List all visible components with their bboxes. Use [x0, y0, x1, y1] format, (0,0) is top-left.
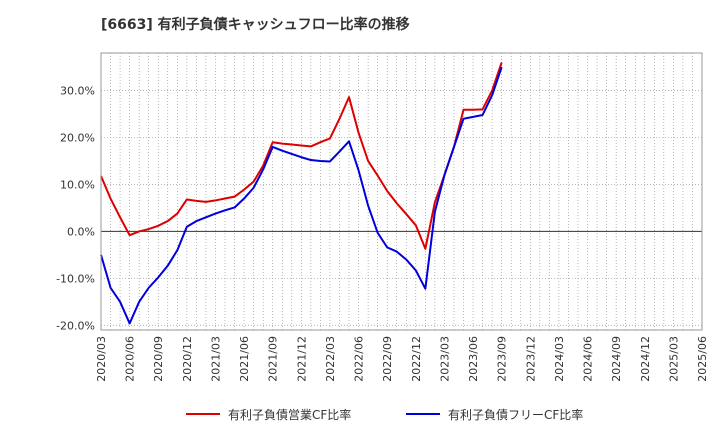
x-tick-label: 2024/12: [639, 336, 652, 382]
x-tick-label: 2020/03: [95, 336, 108, 382]
series-line-free-cf: [100, 66, 503, 325]
y-axis-ticks: -20.0% -10.0% 0.0% 10.0% 20.0% 30.0%: [56, 85, 95, 333]
x-tick-label: 2021/06: [238, 336, 251, 382]
y-tick-label: 20.0%: [60, 132, 95, 145]
series-lines: [100, 62, 503, 325]
x-tick-label: 2023/12: [524, 336, 537, 382]
chart-title: [6663] 有利子負債キャッシュフロー比率の推移: [101, 16, 410, 33]
legend: 有利子負債営業CF比率 有利子負債フリーCF比率: [186, 407, 583, 422]
x-tick-label: 2023/03: [438, 336, 451, 382]
x-tick-label: 2021/03: [209, 336, 222, 382]
legend-label-free-cf: 有利子負債フリーCF比率: [448, 407, 583, 422]
y-tick-label: 0.0%: [67, 225, 95, 238]
legend-label-operating-cf: 有利子負債営業CF比率: [228, 407, 351, 422]
x-tick-label: 2022/06: [353, 336, 366, 382]
grid: [101, 53, 702, 330]
x-tick-label: 2024/03: [553, 336, 566, 382]
x-tick-label: 2020/09: [152, 336, 165, 382]
y-tick-label: -20.0%: [56, 319, 95, 332]
y-tick-label: 10.0%: [60, 178, 95, 191]
x-tick-label: 2021/09: [267, 336, 280, 382]
series-line-operating-cf: [100, 62, 503, 250]
x-tick-label: 2022/12: [410, 336, 423, 382]
y-tick-label: 30.0%: [60, 85, 95, 98]
x-tick-label: 2021/12: [295, 336, 308, 382]
y-tick-label: -10.0%: [56, 272, 95, 285]
x-tick-label: 2025/06: [696, 336, 709, 382]
x-axis-ticks: 2020/03 2020/06 2020/09 2020/12 2021/03 2021/…: [95, 336, 709, 382]
x-tick-label: 2025/03: [667, 336, 680, 382]
x-tick-label: 2023/09: [496, 336, 509, 382]
x-tick-label: 2020/12: [181, 336, 194, 382]
x-tick-label: 2020/06: [124, 336, 137, 382]
x-tick-label: 2022/03: [324, 336, 337, 382]
x-tick-label: 2024/06: [582, 336, 595, 382]
x-tick-label: 2022/09: [381, 336, 394, 382]
x-tick-label: 2024/09: [610, 336, 623, 382]
x-tick-label: 2023/06: [467, 336, 480, 382]
plot-frame: [100, 52, 703, 331]
